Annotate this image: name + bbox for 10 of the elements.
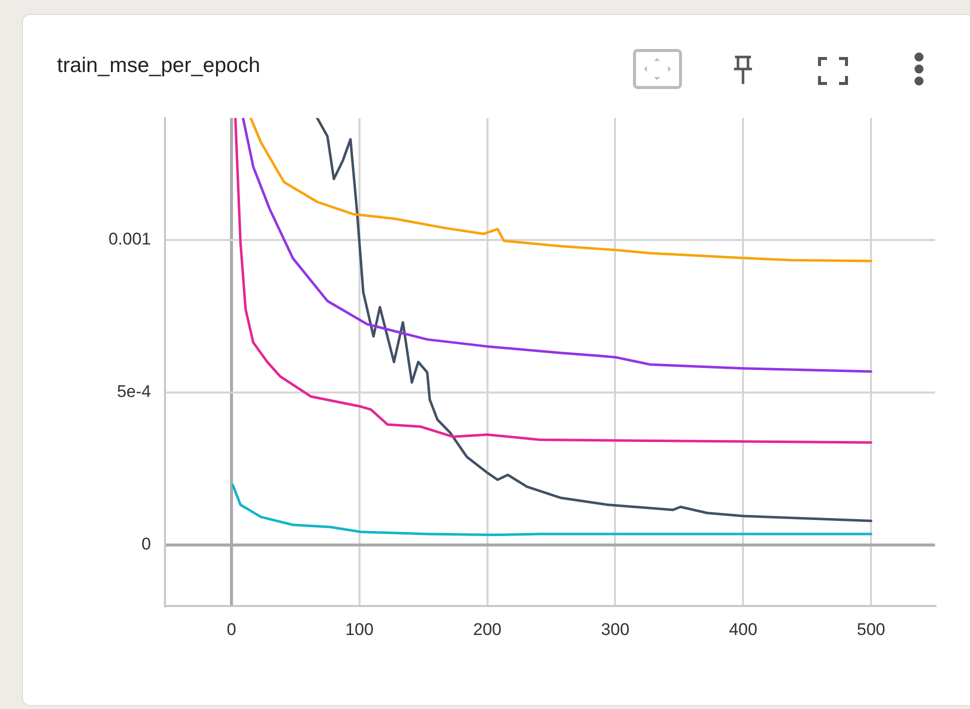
- y-tick-label: 0.001: [108, 230, 151, 249]
- x-tick-label: 100: [345, 620, 374, 639]
- chart-title: train_mse_per_epoch: [57, 54, 260, 78]
- x-tick-label: 500: [856, 620, 886, 639]
- y-tick-label: 5e-4: [116, 382, 151, 402]
- x-tick-label: 0: [226, 620, 236, 639]
- x-tick-label: 400: [728, 620, 758, 639]
- x-tick-label: 200: [473, 620, 502, 639]
- x-tick-label: 300: [601, 620, 630, 639]
- y-tick-label: 0: [142, 534, 151, 554]
